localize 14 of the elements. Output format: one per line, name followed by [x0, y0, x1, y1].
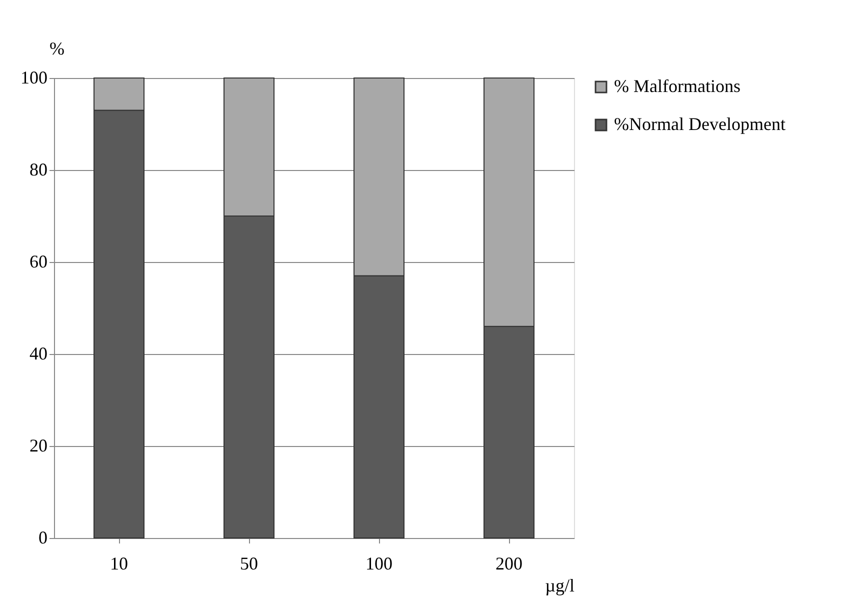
- legend-label: %Normal Development: [614, 114, 786, 134]
- y-tick-label: 100: [20, 68, 48, 88]
- x-axis-title: µg/l: [545, 576, 574, 596]
- x-tick-label: 100: [366, 554, 392, 574]
- y-tick-label: 20: [30, 436, 48, 456]
- legend-label: % Malformations: [614, 76, 740, 96]
- x-tick-label: 200: [496, 554, 522, 574]
- x-tick-label: 10: [110, 554, 128, 574]
- y-tick-label: 80: [30, 160, 48, 180]
- y-tick-label: 40: [30, 344, 48, 364]
- y-tick-label: 60: [30, 252, 48, 272]
- y-axis-title: %: [50, 38, 64, 58]
- y-tick-label: 0: [38, 528, 48, 548]
- x-tick-label: 50: [240, 554, 258, 574]
